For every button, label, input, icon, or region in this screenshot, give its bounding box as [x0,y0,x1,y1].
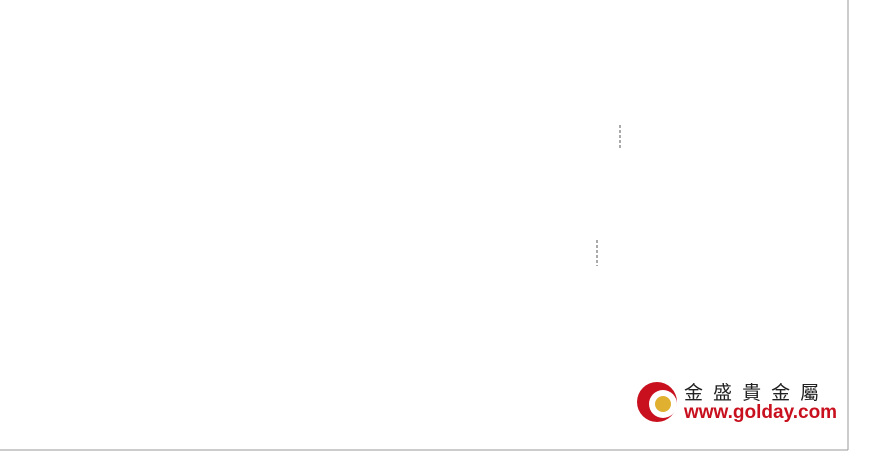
x-axis-strip [0,450,848,466]
logo [655,396,671,412]
watermark-url: www.golday.com [683,402,837,423]
y-axis-strip [848,0,883,466]
watermark: 金 盛 貴 金 屬 www.golday.com [637,382,837,423]
watermark-name: 金 盛 貴 金 屬 [684,382,821,404]
